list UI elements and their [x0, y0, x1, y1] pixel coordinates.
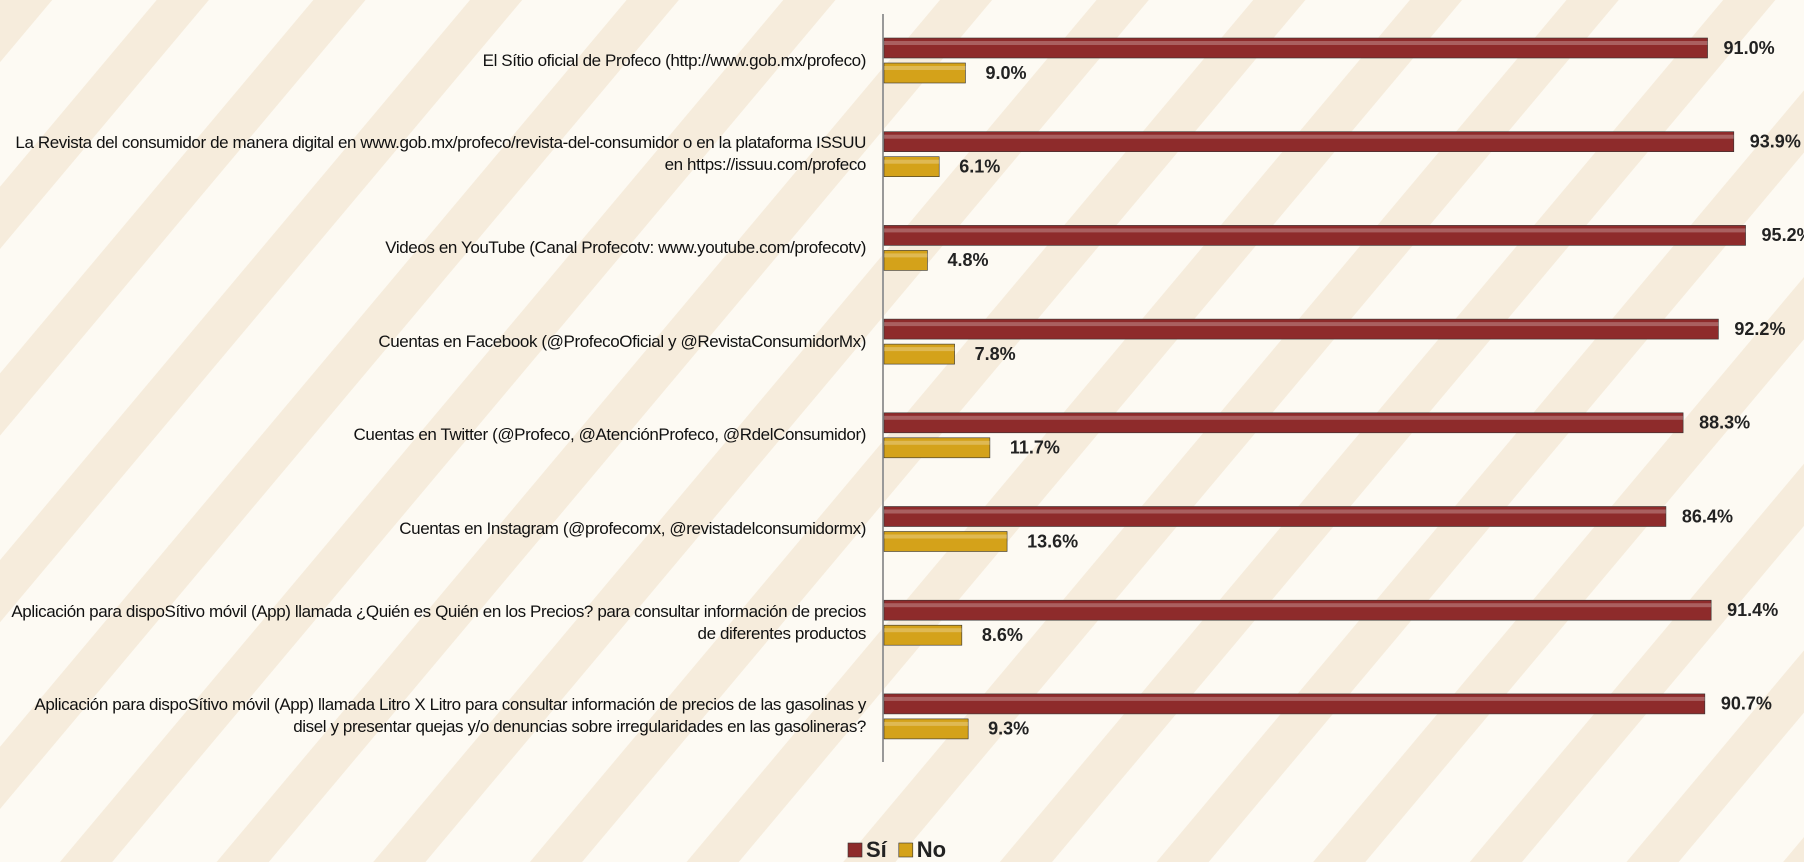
bar-highlight	[884, 228, 1746, 232]
chart: 91.0% 9.0% 93.9% 6.1% 95.2% 4.8% 92.2% 7.8% 88.3…	[0, 0, 1804, 862]
value-label: 91.0%	[1724, 38, 1775, 58]
legend-swatch	[899, 843, 913, 857]
value-label: 8.6%	[982, 625, 1023, 645]
value-label: 86.4%	[1682, 506, 1733, 526]
value-label: 6.1%	[959, 156, 1000, 176]
bar-highlight	[884, 347, 955, 351]
bar-highlight	[884, 722, 968, 726]
value-label: 13.6%	[1027, 531, 1078, 551]
value-label: 7.8%	[975, 344, 1016, 364]
bar-highlight	[884, 535, 1007, 539]
bar-highlight	[884, 441, 990, 445]
legend-swatch	[848, 843, 862, 857]
category-label: Aplicación para dispoSítivo móvil (App) …	[4, 694, 866, 738]
bar-highlight	[884, 603, 1711, 607]
legend-label: No	[917, 837, 946, 862]
category-label: Cuentas en Twitter (@Profeco, @AtenciónP…	[4, 424, 866, 446]
bar-highlight	[884, 322, 1718, 326]
bar-highlight	[884, 510, 1666, 514]
bar-highlight	[884, 416, 1683, 420]
value-label: 95.2%	[1762, 225, 1804, 245]
value-label: 9.0%	[985, 63, 1026, 83]
category-label: Cuentas en Facebook (@ProfecoOficial y @…	[4, 331, 866, 353]
category-label: Videos en YouTube (Canal Profecotv: www.…	[4, 237, 866, 259]
bar-highlight	[884, 628, 962, 632]
value-label: 11.7%	[1010, 438, 1060, 458]
bar-highlight	[884, 66, 965, 70]
value-label: 9.3%	[988, 719, 1029, 739]
category-label: Cuentas en Instagram (@profecomx, @revis…	[4, 518, 866, 540]
value-label: 91.4%	[1727, 600, 1778, 620]
value-label: 93.9%	[1750, 131, 1801, 151]
value-label: 88.3%	[1699, 413, 1750, 433]
bar-highlight	[884, 697, 1705, 701]
bar-highlight	[884, 160, 939, 164]
category-label: El Sítio oficial de Profeco (http://www.…	[4, 50, 866, 72]
value-label: 92.2%	[1734, 319, 1785, 339]
category-label: La Revista del consumidor de manera digi…	[4, 132, 866, 176]
category-label: Aplicación para dispoSítivo móvil (App) …	[4, 601, 866, 645]
bar-highlight	[884, 135, 1734, 139]
value-label: 4.8%	[947, 250, 988, 270]
legend-label: Sí	[866, 837, 888, 862]
value-label: 90.7%	[1721, 694, 1772, 714]
bar-highlight	[884, 41, 1708, 45]
bar-highlight	[884, 253, 927, 257]
